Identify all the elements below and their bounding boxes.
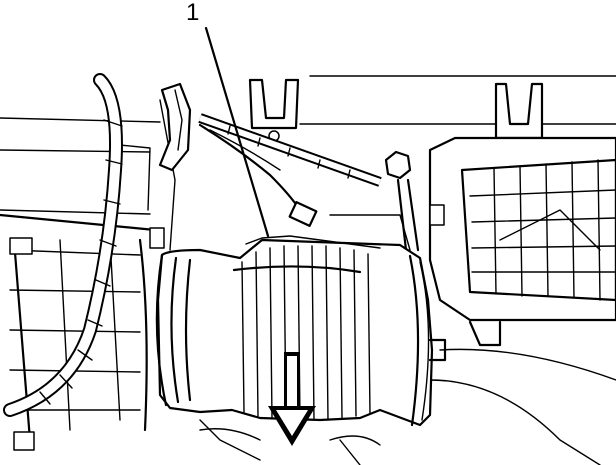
mounting-nut xyxy=(384,150,420,252)
air-cleaner-housing xyxy=(428,136,616,347)
upper-bracket xyxy=(158,82,192,172)
mounting-bracket-center xyxy=(248,78,300,142)
wiring-harness-left xyxy=(3,73,123,417)
down-arrow-icon xyxy=(268,352,316,446)
callout-leader-line xyxy=(204,26,270,238)
air-intake-duct-icon xyxy=(155,235,434,427)
wiring-harness-top xyxy=(198,113,382,187)
callout-label-1: 1 xyxy=(186,0,200,26)
lower-components xyxy=(199,338,447,446)
sensor-wire xyxy=(198,123,318,227)
